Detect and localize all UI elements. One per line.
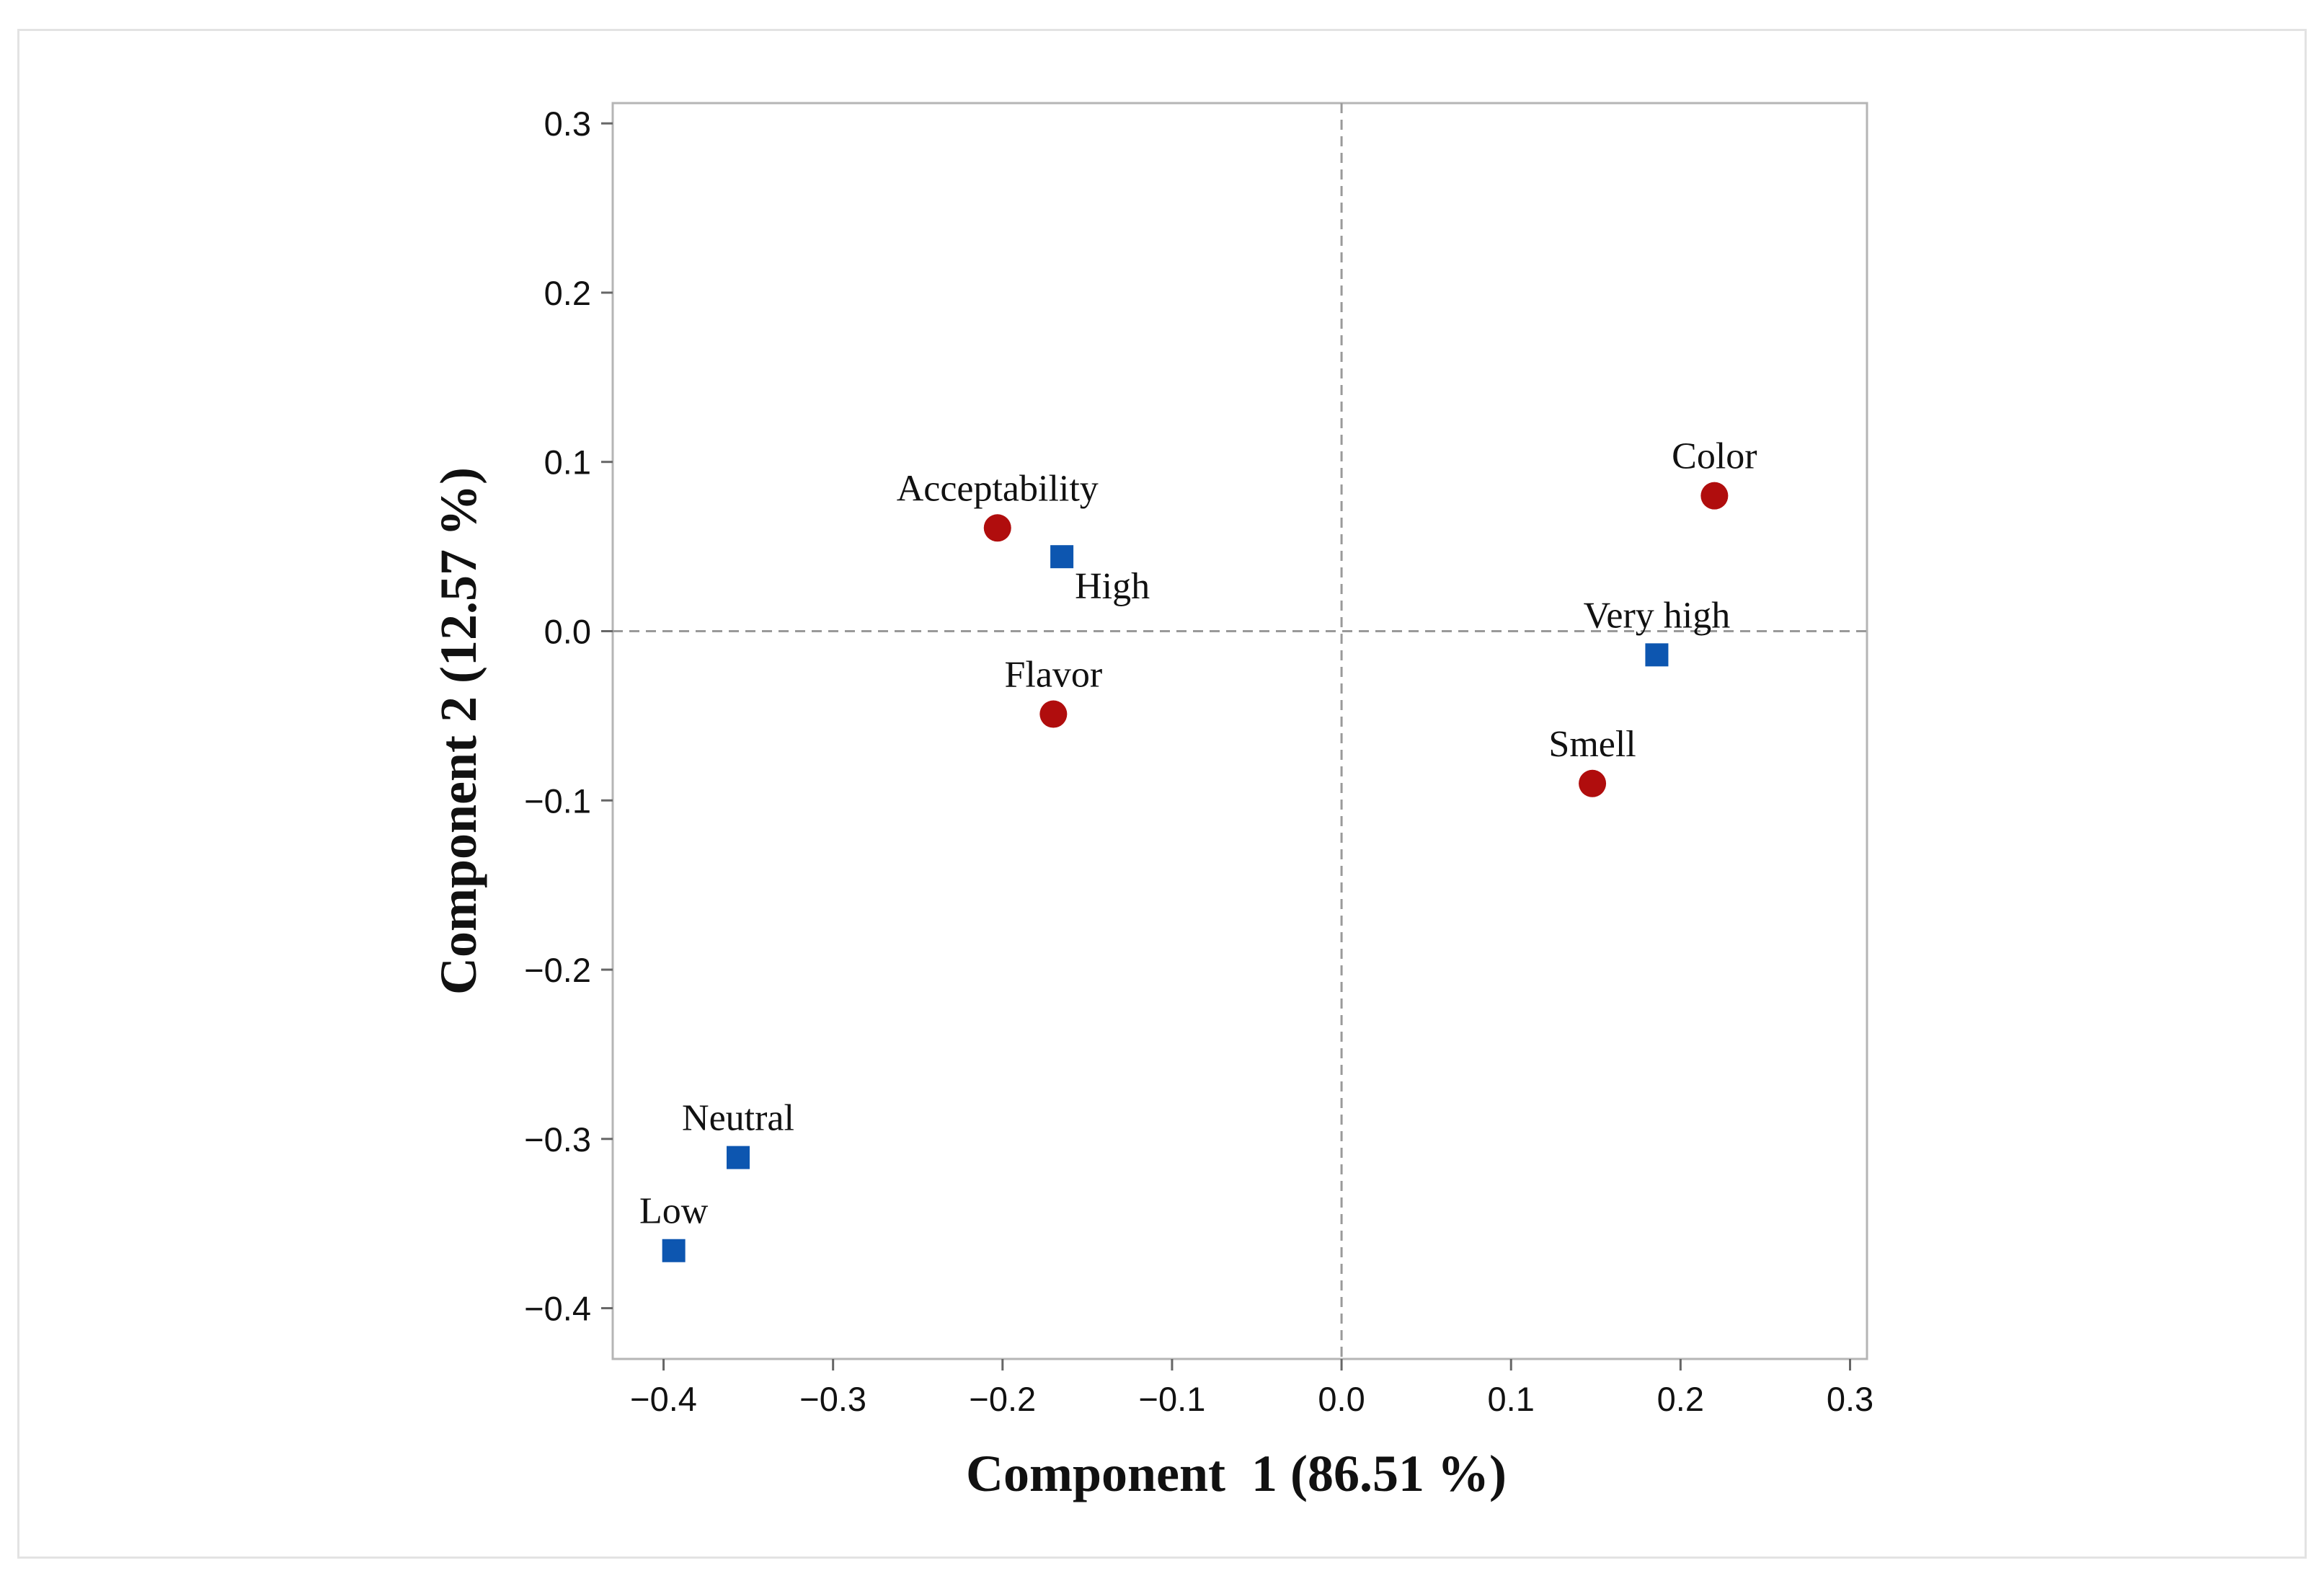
y-tick-label: 0.2: [544, 274, 591, 312]
point-marker: [1050, 545, 1074, 569]
point-marker: [1700, 482, 1729, 510]
y-tick-label: 0.0: [544, 612, 591, 650]
x-tick-label: 0.0: [1318, 1380, 1365, 1418]
point-labels: Acceptability Flavor Color Smell High Very hi…: [639, 436, 1757, 1232]
x-tick-label: 0.3: [1827, 1380, 1873, 1418]
y-tick-label: −0.2: [524, 951, 591, 989]
x-tick-label: −0.4: [630, 1380, 697, 1418]
point-label: Neutral: [682, 1098, 794, 1139]
y-axis-title: Component 2 (12.57 %): [430, 467, 487, 995]
x-axis-title: Component 1 (86.51 %): [966, 1445, 1507, 1502]
point-label: Acceptability: [897, 468, 1099, 509]
point-marker: [727, 1146, 750, 1169]
y-tick-label: −0.4: [524, 1290, 591, 1328]
y-tick-label: 0.3: [544, 105, 591, 143]
x-tick-label: 0.1: [1488, 1380, 1535, 1418]
point-marker: [983, 514, 1011, 542]
x-tick-label: 0.2: [1657, 1380, 1704, 1418]
y-tick-label: −0.3: [524, 1120, 591, 1159]
plot-area: [611, 102, 1868, 1360]
point-label: Low: [639, 1191, 709, 1232]
y-tick-label: 0.1: [544, 443, 591, 482]
x-tick-label: −0.3: [799, 1380, 866, 1418]
x-tick-label: −0.2: [969, 1380, 1036, 1418]
y-tick-label: −0.1: [524, 781, 591, 820]
point-marker: [1039, 700, 1068, 728]
point-label: Color: [1672, 436, 1757, 477]
point-marker: [1579, 769, 1607, 797]
point-marker: [1645, 643, 1669, 667]
x-axis: −0.4 −0.3 −0.2 −0.1 0.0 0.1 0.2 0.3: [630, 1359, 1873, 1418]
figure-frame: [17, 29, 2307, 1559]
point-label: Flavor: [1004, 655, 1102, 696]
y-axis: 0.3 0.2 0.1 0.0 −0.1 −0.2 −0.3 −0.4: [524, 105, 613, 1328]
point-label: Smell: [1548, 724, 1636, 765]
point-label: Very high: [1584, 595, 1731, 636]
reference-lines: [613, 103, 1867, 1359]
x-tick-label: −0.1: [1139, 1380, 1206, 1418]
point-marker: [662, 1239, 686, 1262]
data-points: [662, 482, 1729, 1262]
point-label: High: [1075, 566, 1150, 607]
